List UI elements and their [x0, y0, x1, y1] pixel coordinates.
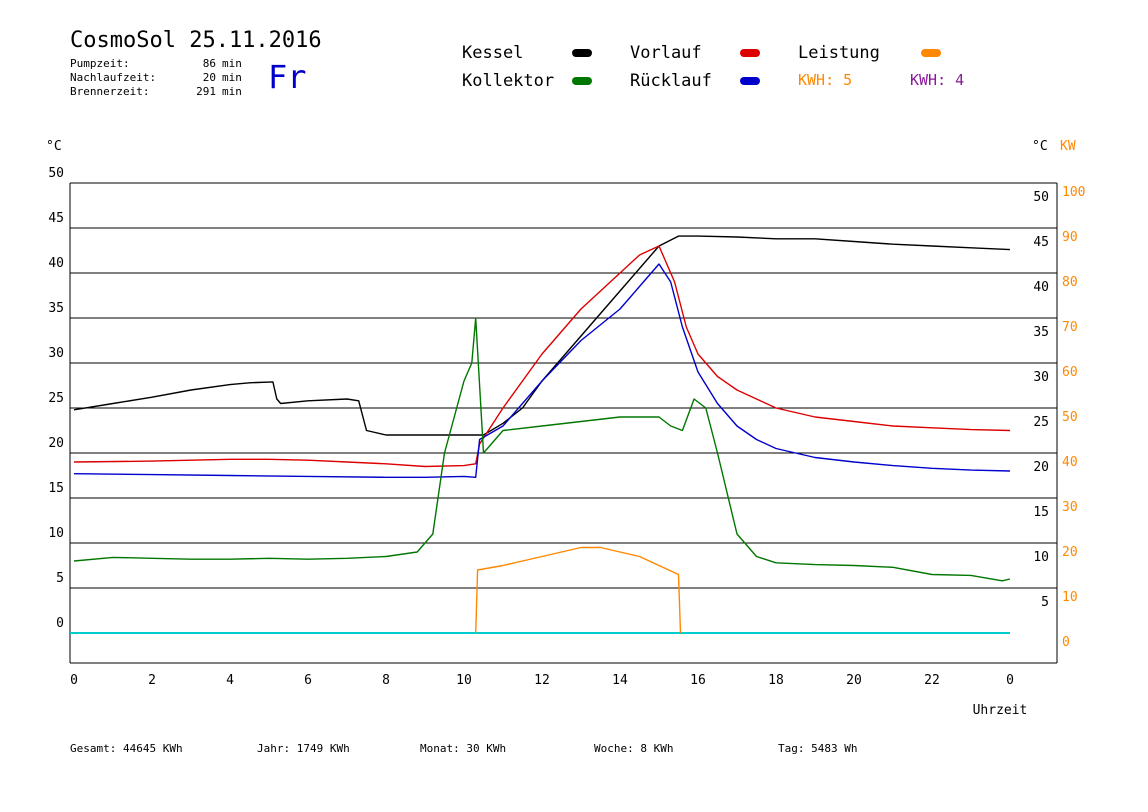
footer-gesamt: Gesamt: 44645 KWh	[70, 742, 183, 755]
legend-swatch-vorlauf	[740, 49, 760, 57]
footer-value: 1749 KWh	[296, 742, 350, 755]
footer-value: 44645 KWh	[122, 742, 183, 755]
stat-nachlaufzeit: Nachlaufzeit: 20 min	[70, 71, 242, 84]
stat-unit: min	[222, 57, 242, 70]
y-tick-label-right: 15	[1033, 505, 1049, 520]
y-tick-label-left: 40	[48, 256, 64, 271]
x-tick-label: 10	[456, 673, 472, 688]
y-tick-label-left: 5	[56, 571, 64, 586]
legend-label-ruecklauf: Rücklauf	[630, 71, 712, 91]
y2-tick-label: 60	[1062, 365, 1078, 380]
stat-value: 291	[196, 85, 216, 98]
y-tick-label-left: 45	[48, 211, 64, 226]
series-line-vorlauf	[73, 245, 1011, 468]
y-axis-unit-left: °C	[46, 139, 62, 154]
x-tick-label: 16	[690, 673, 706, 688]
x-tick-label: 8	[382, 673, 390, 688]
y-axis-unit-right: °C	[1032, 139, 1048, 154]
footer-woche: Woche: 8 KWh	[594, 742, 674, 755]
y-tick-label-right: 25	[1033, 415, 1049, 430]
legend-label-leistung: Leistung	[798, 43, 880, 63]
y-tick-label-left: 10	[48, 526, 64, 541]
footer-label: Jahr:	[257, 742, 291, 755]
footer-label: Gesamt:	[70, 742, 117, 755]
x-tick-label: 2	[148, 673, 156, 688]
footer-jahr: Jahr: 1749 KWh	[257, 742, 350, 755]
y-tick-label-right: 40	[1033, 280, 1049, 295]
page-title: CosmoSol 25.11.2016	[70, 28, 322, 53]
y-tick-label-left: 0	[56, 616, 64, 631]
stat-label: Brennerzeit:	[70, 85, 150, 98]
series-line-kollektor	[73, 317, 1011, 582]
y2-tick-label: 70	[1062, 320, 1078, 335]
footer-value: 8 KWh	[640, 742, 674, 755]
stat-pumpzeit: Pumpzeit: 86 min	[70, 57, 242, 70]
stat-unit: min	[222, 85, 242, 98]
stat-label: Pumpzeit:	[70, 57, 130, 70]
footer-label: Monat:	[420, 742, 460, 755]
x-tick-label: 4	[226, 673, 234, 688]
footer-value: 5483 Wh	[811, 742, 858, 755]
legend-label-kollektor: Kollektor	[462, 71, 555, 91]
stat-value: 86	[202, 57, 216, 70]
x-tick-label: 0	[1006, 673, 1014, 688]
y2-tick-label: 20	[1062, 545, 1078, 560]
y2-tick-label: 40	[1062, 455, 1078, 470]
x-axis-title: Uhrzeit	[973, 703, 1028, 718]
y2-tick-label: 10	[1062, 590, 1078, 605]
stat-unit: min	[222, 71, 242, 84]
y-tick-label-left: 35	[48, 301, 64, 316]
y2-tick-label: 30	[1062, 500, 1078, 515]
y-tick-label-left: 15	[48, 481, 64, 496]
kwh-label-second: KWH: 4	[910, 71, 965, 89]
legend-swatch-kollektor	[572, 77, 592, 85]
stat-brennerzeit: Brennerzeit: 291 min	[70, 85, 242, 98]
footer-label: Woche:	[594, 742, 634, 755]
series-line-rcklauf	[73, 263, 1011, 478]
y2-tick-label: 0	[1062, 635, 1070, 650]
y-tick-label-right: 20	[1033, 460, 1049, 475]
x-tick-label: 12	[534, 673, 550, 688]
x-tick-label: 18	[768, 673, 784, 688]
stat-label: Nachlaufzeit:	[70, 71, 157, 84]
x-tick-label: 6	[304, 673, 312, 688]
series-line-kessel	[73, 235, 1011, 436]
y-tick-label-right: 50	[1033, 190, 1049, 205]
y-tick-label-right: 10	[1033, 550, 1049, 565]
x-tick-label: 20	[846, 673, 862, 688]
y-tick-label-left: 25	[48, 391, 64, 406]
kwh-label-leistung: KWH: 5	[798, 71, 853, 89]
legend-swatch-leistung	[921, 49, 941, 57]
legend-swatch-kessel	[572, 49, 592, 57]
weekday-label: Fr	[268, 58, 307, 96]
y2-tick-label: 80	[1062, 275, 1078, 290]
y-tick-label-right: 45	[1033, 235, 1049, 250]
y2-axis-unit: KW	[1060, 139, 1076, 154]
footer-value: 30 KWh	[466, 742, 507, 755]
x-tick-label: 22	[924, 673, 940, 688]
y-tick-label-right: 35	[1033, 325, 1049, 340]
legend-label-vorlauf: Vorlauf	[630, 43, 702, 63]
x-tick-label: 0	[70, 673, 78, 688]
series-line-leistung	[475, 546, 682, 634]
legend-swatch-ruecklauf	[740, 77, 760, 85]
footer-label: Tag:	[778, 742, 805, 755]
footer-monat: Monat: 30 KWh	[420, 742, 506, 755]
legend-label-kessel: Kessel	[462, 43, 524, 63]
stat-value: 20	[202, 71, 216, 84]
y-tick-label-right: 30	[1033, 370, 1049, 385]
x-tick-label: 14	[612, 673, 628, 688]
y2-tick-label: 50	[1062, 410, 1078, 425]
y-tick-label-right: 5	[1041, 595, 1049, 610]
y-tick-label-left: 50	[48, 166, 64, 181]
y-tick-label-left: 30	[48, 346, 64, 361]
y-tick-label-left: 20	[48, 436, 64, 451]
footer-tag: Tag: 5483 Wh	[778, 742, 857, 755]
y2-tick-label: 100	[1062, 185, 1085, 200]
y2-tick-label: 90	[1062, 230, 1078, 245]
